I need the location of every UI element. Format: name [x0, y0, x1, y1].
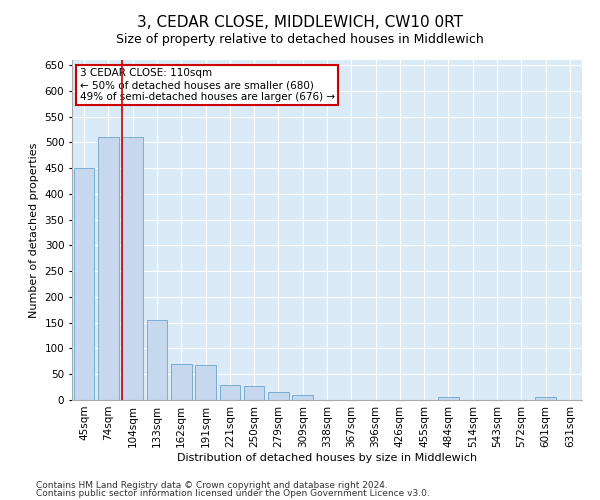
Bar — [438, 398, 459, 400]
Bar — [171, 364, 191, 400]
Bar — [146, 320, 167, 400]
Text: Contains HM Land Registry data © Crown copyright and database right 2024.: Contains HM Land Registry data © Crown c… — [36, 480, 388, 490]
Bar — [535, 398, 556, 400]
Bar — [268, 392, 289, 400]
Bar — [98, 138, 119, 400]
Text: Contains public sector information licensed under the Open Government Licence v3: Contains public sector information licen… — [36, 489, 430, 498]
Text: 3, CEDAR CLOSE, MIDDLEWICH, CW10 0RT: 3, CEDAR CLOSE, MIDDLEWICH, CW10 0RT — [137, 15, 463, 30]
Text: Size of property relative to detached houses in Middlewich: Size of property relative to detached ho… — [116, 32, 484, 46]
Bar — [292, 395, 313, 400]
Bar — [74, 168, 94, 400]
Bar — [122, 138, 143, 400]
Bar — [244, 386, 265, 400]
X-axis label: Distribution of detached houses by size in Middlewich: Distribution of detached houses by size … — [177, 452, 477, 462]
Text: 3 CEDAR CLOSE: 110sqm
← 50% of detached houses are smaller (680)
49% of semi-det: 3 CEDAR CLOSE: 110sqm ← 50% of detached … — [80, 68, 335, 102]
Y-axis label: Number of detached properties: Number of detached properties — [29, 142, 39, 318]
Bar — [195, 365, 216, 400]
Bar — [220, 384, 240, 400]
